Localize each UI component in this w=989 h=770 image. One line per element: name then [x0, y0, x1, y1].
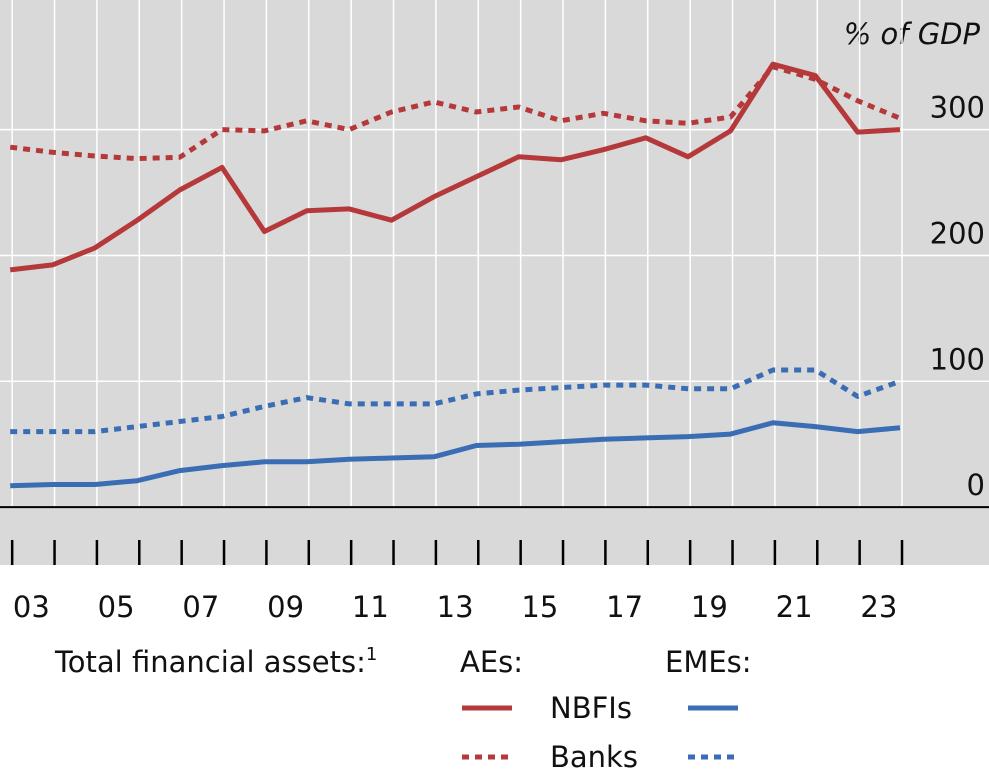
x-tick-label: 13 — [437, 590, 474, 624]
legend-label: Banks — [550, 740, 638, 770]
x-tick-label: 23 — [860, 590, 897, 624]
x-tick-label: 11 — [352, 590, 389, 624]
y-tick-label: 0 — [967, 468, 985, 502]
y-tick-label: 300 — [930, 91, 985, 125]
x-tick-label: 17 — [606, 590, 643, 624]
y-unit: % of GDP — [844, 17, 981, 51]
x-tick-label: 09 — [267, 590, 304, 624]
x-tick-label: 21 — [776, 590, 813, 624]
y-tick-label: 100 — [930, 342, 985, 376]
series-line — [10, 420, 901, 489]
series-line — [10, 367, 901, 435]
legend-title-text: Total financial assets: — [54, 645, 366, 679]
series-line — [9, 61, 901, 273]
legend-group: AEs: — [460, 645, 523, 679]
x-tick-label: 05 — [98, 590, 135, 624]
y-tick-label: 200 — [930, 216, 985, 250]
legend-group: EMEs: — [665, 645, 752, 679]
x-tick-label: 15 — [521, 590, 558, 624]
series-line — [9, 64, 901, 162]
x-tick-label: 07 — [182, 590, 219, 624]
legend-label: NBFIs — [550, 691, 632, 725]
legend-title: Total financial assets:1 — [54, 644, 377, 679]
plot-background — [0, 0, 989, 565]
x-tick-label: 03 — [13, 590, 50, 624]
footnote: 1 — [366, 644, 377, 665]
x-tick-label: 19 — [691, 590, 728, 624]
